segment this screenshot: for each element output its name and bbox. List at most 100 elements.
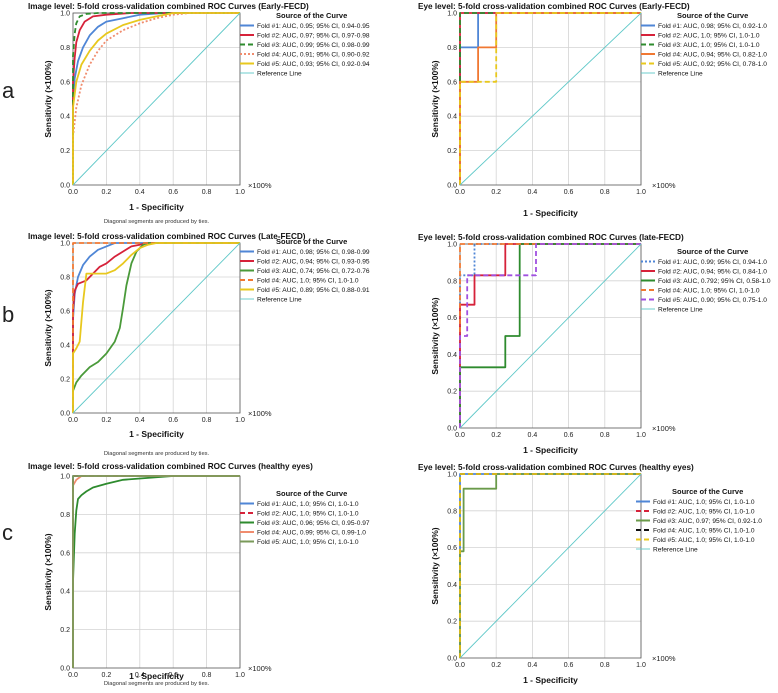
legend-entry: Fold #3: AUC, 1.0; 95% CI, 1.0-1.0	[658, 42, 760, 49]
roc-chart-svg: Eye level: 5-fold cross-validation combi…	[418, 233, 771, 455]
legend-title: Source of the Curve	[677, 11, 748, 20]
x-tick-label: 0.0	[68, 417, 78, 424]
y-tick-label: 0.6	[60, 309, 70, 316]
legend-entry: Fold #4: AUC, 1.0; 95% CI, 1.0-1.0	[257, 278, 359, 285]
chart-title: Image level: 5-fold cross-validation com…	[28, 462, 313, 471]
roc-curve-fold-5	[459, 473, 641, 658]
roc-curve-fold-3	[72, 12, 240, 185]
roc-panel-image-early-fecd: Image level: 5-fold cross-validation com…	[28, 0, 400, 226]
legend-entry: Fold #4: AUC, 0.99; 95% CI, 0.99-1.0	[257, 530, 366, 537]
y-tick-label: 0.8	[447, 278, 457, 285]
legend-entry: Reference Line	[658, 307, 703, 314]
x-unit-label: ×100%	[652, 181, 676, 190]
legend-entry: Fold #5: AUC, 1.0; 95% CI, 1.0-1.0	[653, 537, 755, 544]
reference-line	[459, 473, 642, 659]
y-axis-title: Sensitivity (×100%)	[430, 60, 440, 137]
x-tick-label: 0.6	[564, 432, 574, 439]
roc-curve-fold-4	[72, 475, 240, 668]
y-tick-label: 1.0	[447, 242, 457, 249]
y-axis-title: Sensitivity (×100%)	[43, 289, 53, 366]
x-tick-label: 0.0	[455, 662, 465, 669]
y-tick-label: 0.6	[60, 79, 70, 86]
x-tick-label: 0.4	[135, 189, 145, 196]
legend-title: Source of the Curve	[677, 247, 748, 256]
roc-curve-fold-5	[459, 243, 641, 428]
x-tick-label: 0.2	[102, 189, 112, 196]
y-tick-label: 0.4	[60, 114, 70, 121]
legend: Source of the Curve Fold #1: AUC, 1.0; 95…	[636, 487, 762, 554]
y-axis-title: Sensitivity (×100%)	[430, 527, 440, 604]
x-tick-label: 0.2	[491, 662, 501, 669]
roc-curve-fold-4	[72, 12, 240, 185]
x-tick-label: 0.6	[168, 189, 178, 196]
y-tick-label: 0.4	[447, 114, 457, 121]
x-axis-title: 1 - Specificity	[129, 429, 184, 439]
footnote: Diagonal segments are produced by ties.	[104, 451, 210, 457]
legend-title: Source of the Curve	[672, 487, 743, 496]
y-tick-label: 0.0	[60, 183, 70, 190]
roc-curve-fold-5	[72, 12, 240, 185]
y-tick-label: 0.2	[447, 148, 457, 155]
x-tick-label: 1.0	[235, 672, 245, 679]
x-tick-label: 0.2	[491, 189, 501, 196]
legend-entry: Reference Line	[658, 71, 703, 78]
roc-panel-eye-healthy: Eye level: 5-fold cross-validation combi…	[416, 460, 776, 688]
y-axis-title: Sensitivity (×100%)	[43, 60, 53, 137]
roc-chart-svg: Image level: 5-fold cross-validation com…	[28, 462, 370, 687]
x-tick-label: 0.2	[491, 432, 501, 439]
y-tick-label: 0.6	[60, 550, 70, 557]
chart-title: Eye level: 5-fold cross-validation combi…	[418, 2, 690, 11]
legend-entry: Fold #3: AUC, 0.99; 95% CI, 0.98-0.99	[257, 42, 370, 49]
x-axis-title: 1 - Specificity	[129, 202, 184, 212]
plot-frame	[72, 475, 241, 669]
chart-title: Eye level: 5-fold cross-validation combi…	[418, 463, 694, 472]
y-tick-label: 0.8	[60, 275, 70, 282]
legend-entry: Fold #5: AUC, 0.89; 95% CI, 0.88-0.91	[257, 287, 370, 294]
legend-title: Source of the Curve	[276, 11, 347, 20]
y-tick-label: 0.0	[60, 411, 70, 418]
legend-entry: Fold #1: AUC, 0.99; 95% CI, 0.94-1.0	[658, 259, 767, 266]
x-tick-label: 0.4	[528, 432, 538, 439]
y-tick-label: 0.4	[447, 352, 457, 359]
legend-entry: Fold #3: AUC, 0.97; 95% CI, 0.92-1.0	[653, 518, 762, 525]
x-tick-label: 0.2	[102, 417, 112, 424]
roc-panel-image-late-fecd: Image level: 5-fold cross-validation com…	[28, 230, 400, 458]
x-unit-label: ×100%	[248, 409, 272, 418]
roc-curve-fold-5	[459, 12, 641, 185]
legend-entry: Reference Line	[257, 297, 302, 304]
roc-curve-fold-5	[72, 475, 240, 668]
legend-entry: Fold #1: AUC, 1.0; 95% CI, 1.0-1.0	[257, 501, 359, 508]
x-tick-label: 0.6	[564, 662, 574, 669]
x-axis-title: 1 - Specificity	[523, 675, 578, 685]
legend-entry: Fold #3: AUC, 0.792; 95% CI, 0.58-1.0	[658, 278, 771, 285]
y-tick-label: 0.0	[60, 666, 70, 673]
roc-curve-fold-2	[72, 475, 240, 668]
x-tick-label: 0.8	[600, 432, 610, 439]
x-axis-title: 1 - Specificity	[523, 208, 578, 218]
legend-entry: Fold #5: AUC, 0.92; 95% CI, 0.78-1.0	[658, 61, 767, 68]
legend: Source of the Curve Fold #1: AUC, 0.98; 9…	[240, 237, 370, 304]
x-tick-label: 0.4	[528, 189, 538, 196]
y-tick-label: 0.8	[447, 508, 457, 515]
x-tick-label: 0.8	[600, 662, 610, 669]
x-tick-label: 0.6	[168, 672, 178, 679]
roc-curve-fold-1	[72, 475, 240, 668]
roc-chart-svg: Image level: 5-fold cross-validation com…	[28, 2, 370, 225]
y-tick-label: 0.6	[447, 315, 457, 322]
y-tick-label: 0.4	[447, 582, 457, 589]
roc-panel-image-healthy: Image level: 5-fold cross-validation com…	[28, 460, 400, 688]
roc-curve-fold-3	[72, 475, 240, 668]
row-label-c: c	[2, 520, 13, 545]
x-tick-label: 0.8	[202, 417, 212, 424]
roc-chart-svg: Image level: 5-fold cross-validation com…	[28, 232, 370, 457]
y-axis-title: Sensitivity (×100%)	[430, 297, 440, 374]
y-tick-label: 0.2	[60, 377, 70, 384]
x-tick-label: 1.0	[636, 189, 646, 196]
x-tick-label: 0.4	[135, 417, 145, 424]
legend-entry: Fold #4: AUC, 1.0; 95% CI, 1.0-1.0	[653, 528, 755, 535]
legend-entry: Fold #4: AUC, 1.0; 95% CI, 1.0-1.0	[658, 288, 760, 295]
footnote: Diagonal segments are produced by ties.	[104, 681, 210, 687]
legend-entry: Fold #5: AUC, 1.0; 95% CI, 1.0-1.0	[257, 539, 359, 546]
legend: Source of the Curve Fold #1: AUC, 0.98; 9…	[641, 11, 767, 78]
y-tick-label: 0.0	[447, 656, 457, 663]
